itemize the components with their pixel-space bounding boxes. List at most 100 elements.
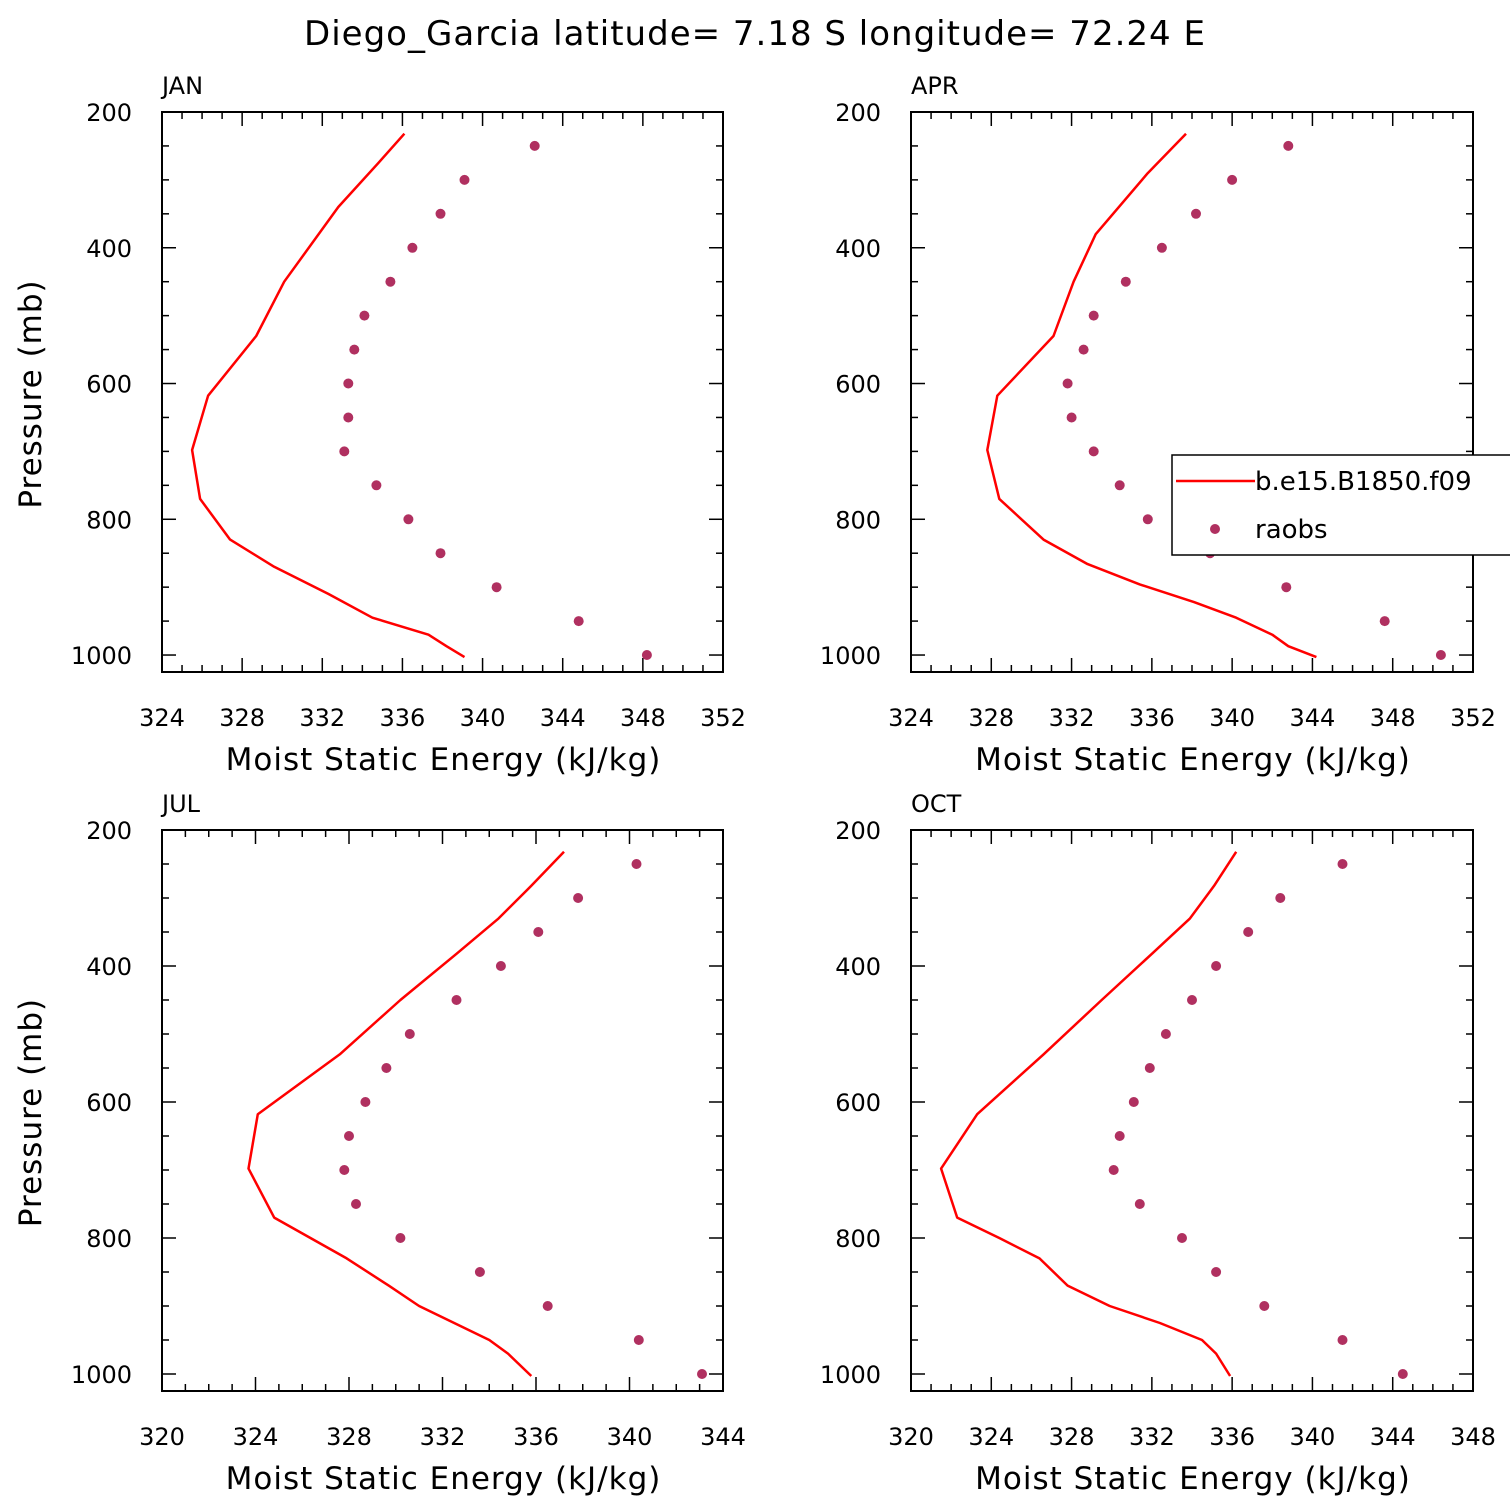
raobs-point — [404, 1029, 415, 1039]
x-tick-label: 328 — [1049, 1423, 1095, 1451]
raobs-point — [1160, 1029, 1171, 1039]
legend-obs-marker — [1210, 524, 1220, 534]
raobs-point — [1066, 412, 1077, 423]
raobs-point — [1088, 446, 1099, 457]
raobs-point — [349, 344, 360, 355]
x-tick-label: 332 — [420, 1423, 466, 1451]
x-tick-label: 320 — [139, 1423, 185, 1451]
x-tick-label: 336 — [1129, 704, 1175, 732]
raobs-point — [459, 174, 470, 185]
raobs-point — [1435, 650, 1446, 660]
y-tick-label: 600 — [86, 371, 132, 399]
raobs-point — [435, 548, 446, 559]
raobs-point — [407, 242, 418, 253]
x-tick-label: 328 — [968, 704, 1014, 732]
raobs-point — [1120, 276, 1131, 287]
x-tick-label: 344 — [1370, 1423, 1416, 1451]
raobs-point — [351, 1199, 361, 1209]
x-tick-label: 324 — [888, 704, 934, 732]
y-tick-label: 1000 — [820, 642, 881, 670]
y-tick-label: 800 — [835, 506, 881, 534]
panel-label: APR — [911, 72, 959, 100]
figure-title: Diego_Garcia latitude= 7.18 S longitude=… — [304, 14, 1206, 54]
x-tick-label: 340 — [460, 704, 506, 732]
x-tick-label: 328 — [326, 1423, 372, 1451]
legend-obs-label: raobs — [1255, 515, 1328, 545]
raobs-point — [395, 1233, 406, 1243]
raobs-point — [1114, 1131, 1125, 1141]
x-axis-label: Moist Static Energy (kJ/kg) — [226, 1461, 662, 1497]
y-tick-label: 400 — [86, 953, 132, 981]
raobs-point — [1078, 344, 1089, 355]
x-tick-label: 328 — [219, 704, 265, 732]
y-tick-label: 800 — [86, 506, 132, 534]
raobs-point — [495, 961, 506, 971]
x-tick-label: 336 — [513, 1423, 559, 1451]
x-tick-label: 324 — [139, 704, 185, 732]
panel-label: JAN — [160, 72, 203, 100]
raobs-point — [371, 480, 382, 491]
raobs-point — [1281, 582, 1292, 593]
raobs-point — [1144, 1063, 1155, 1073]
y-tick-label: 800 — [835, 1225, 881, 1253]
model-profile-line — [247, 850, 565, 1377]
panel-label: OCT — [911, 790, 962, 818]
raobs-point — [631, 859, 642, 869]
raobs-point — [1243, 927, 1254, 937]
raobs-point — [359, 310, 370, 321]
raobs-point — [344, 1131, 354, 1141]
y-tick-label: 400 — [835, 235, 881, 263]
y-tick-label: 600 — [86, 1089, 132, 1117]
x-axis-label: Moist Static Energy (kJ/kg) — [975, 742, 1411, 778]
raobs-point — [1337, 1335, 1348, 1345]
y-tick-label: 200 — [86, 817, 132, 845]
raobs-point — [1187, 995, 1197, 1005]
raobs-point — [1088, 310, 1099, 321]
y-tick-label: 1000 — [71, 642, 132, 670]
raobs-point — [1191, 208, 1201, 219]
raobs-point — [1337, 859, 1348, 869]
raobs-point — [1275, 893, 1286, 903]
plot-frame — [161, 829, 724, 1392]
y-axis-label: Pressure (mb) — [13, 998, 49, 1227]
panel-jan: 324 328 332 336 340 344 348 352 200 400 600 800 1000… — [13, 72, 746, 778]
raobs-point — [360, 1097, 371, 1107]
x-tick-label: 324 — [968, 1423, 1014, 1451]
legend-model-label: b.e15.B1850.f09 — [1255, 467, 1472, 497]
x-tick-label: 340 — [1209, 704, 1255, 732]
model-profile-line — [986, 132, 1317, 659]
raobs-point — [697, 1369, 707, 1379]
y-tick-label: 200 — [86, 99, 132, 127]
y-axis-label: Pressure (mb) — [13, 279, 49, 508]
y-tick-label: 400 — [835, 953, 881, 981]
y-tick-label: 800 — [86, 1225, 132, 1253]
x-tick-label: 332 — [1129, 1423, 1175, 1451]
raobs-point — [385, 276, 396, 287]
raobs-point — [1227, 174, 1238, 185]
raobs-point — [1062, 378, 1073, 389]
raobs-point — [542, 1301, 553, 1311]
x-tick-label: 320 — [888, 1423, 934, 1451]
raobs-point — [1397, 1369, 1408, 1379]
raobs-point — [533, 927, 544, 937]
x-tick-label: 344 — [1290, 704, 1336, 732]
y-tick-label: 1000 — [820, 1361, 881, 1389]
x-tick-label: 336 — [380, 704, 426, 732]
x-tick-label: 332 — [1049, 704, 1095, 732]
raobs-point — [474, 1267, 485, 1277]
raobs-point — [1134, 1199, 1145, 1209]
x-tick-label: 344 — [700, 1423, 746, 1451]
raobs-point — [343, 378, 354, 389]
panels: 324 328 332 336 340 344 348 352 200 400 600 800 1000… — [13, 72, 1496, 1497]
x-tick-label: 332 — [299, 704, 345, 732]
x-tick-label: 344 — [540, 704, 586, 732]
y-tick-label: 400 — [86, 235, 132, 263]
x-tick-label: 348 — [1450, 1423, 1496, 1451]
plot-frame — [910, 111, 1474, 673]
x-tick-label: 348 — [1370, 704, 1416, 732]
x-axis-label: Moist Static Energy (kJ/kg) — [226, 742, 662, 778]
raobs-point — [1156, 242, 1167, 253]
x-tick-label: 324 — [233, 1423, 279, 1451]
y-tick-label: 600 — [835, 371, 881, 399]
